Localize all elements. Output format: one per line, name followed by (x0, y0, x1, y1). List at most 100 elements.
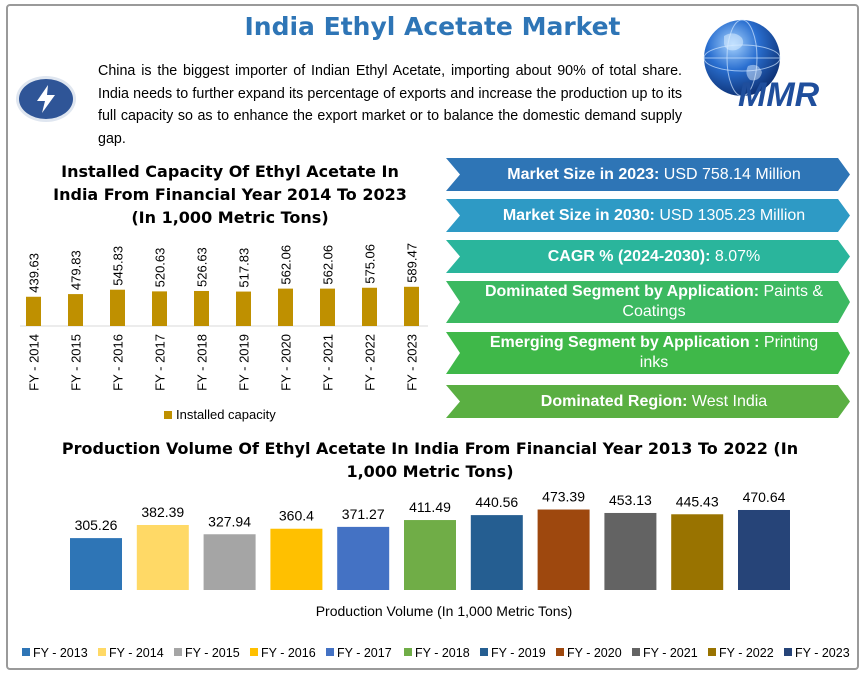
production-legend-swatch (708, 648, 716, 656)
stat-banner: Market Size in 2023: USD 758.14 Million (446, 158, 850, 191)
mmr-logo: MMR (696, 14, 828, 118)
production-legend-swatch (326, 648, 334, 656)
capacity-data-label: 526.63 (195, 247, 210, 287)
production-bar (203, 534, 256, 590)
stat-text: Dominated Segment by Application: Paints… (446, 282, 850, 322)
production-bar (470, 515, 523, 590)
arrow-banner-shape (446, 199, 850, 232)
stat-label: Market Size in 2023: (507, 165, 660, 183)
production-legend-label: FY - 2020 (567, 646, 622, 660)
production-legend-label: FY - 2016 (261, 646, 316, 660)
stat-value: Printing inks (639, 334, 819, 371)
production-legend-swatch (22, 648, 30, 656)
capacity-bar (278, 288, 293, 326)
production-chart: 305.26 382.39 327.94 360.4 371.27 411.49 440.5… (22, 490, 850, 660)
capacity-bar (320, 288, 335, 326)
stat-banner: CAGR % (2024-2030): 8.07% (446, 240, 850, 273)
capacity-bar (404, 286, 419, 326)
stat-text: CAGR % (2024-2030): 8.07% (518, 247, 779, 267)
production-axis-label: Production Volume (In 1,000 Metric Tons) (316, 603, 573, 619)
capacity-chart-title: Installed Capacity Of Ethyl Acetate In I… (53, 162, 407, 227)
capacity-data-label: 517.83 (237, 248, 252, 288)
production-bar (337, 526, 390, 590)
production-data-label: 440.56 (475, 494, 518, 510)
stat-text: Dominated Region: West India (511, 392, 785, 412)
capacity-bar (26, 296, 41, 326)
capacity-data-label: 545.83 (111, 246, 126, 286)
production-data-label: 382.39 (141, 504, 184, 520)
capacity-bar (362, 287, 377, 326)
production-bar (604, 512, 657, 590)
globe-icon (703, 19, 781, 97)
capacity-legend-label: Installed capacity (176, 407, 276, 422)
stat-value: Paints & Coatings (622, 283, 824, 320)
production-bar (738, 509, 790, 590)
capacity-bar (152, 291, 167, 326)
capacity-category-label: FY - 2017 (153, 334, 168, 391)
arrow-banner-shape (446, 281, 850, 323)
capacity-bar (194, 290, 209, 326)
capacity-data-label: 562.06 (279, 245, 294, 285)
production-legend-swatch (632, 648, 640, 656)
capacity-data-label: 479.83 (69, 250, 84, 290)
capacity-category-label: FY - 2021 (321, 334, 336, 391)
stat-label: CAGR % (2024-2030): (547, 247, 711, 265)
stat-text: Market Size in 2030: USD 1305.23 Million (473, 206, 823, 226)
capacity-category-label: FY - 2022 (363, 334, 378, 391)
production-legend-label: FY - 2019 (491, 646, 546, 660)
stat-text: Emerging Segment by Application : Printi… (446, 333, 850, 373)
capacity-category-label: FY - 2014 (27, 334, 42, 391)
production-data-label: 473.39 (542, 490, 585, 505)
page-title: India Ethyl Acetate Market (244, 12, 621, 41)
capacity-bar (236, 291, 251, 326)
production-bar (671, 514, 724, 590)
intro-paragraph: China is the biggest importer of Indian … (98, 63, 682, 147)
arrow-banner-shape (446, 385, 850, 418)
stat-value: 8.07% (710, 247, 761, 265)
capacity-data-label: 520.63 (153, 248, 168, 288)
stat-label: Emerging Segment by Application : (489, 334, 760, 351)
production-data-label: 371.27 (342, 506, 385, 522)
capacity-data-label: 575.06 (363, 244, 378, 284)
capacity-category-label: FY - 2015 (69, 334, 84, 391)
capacity-data-label: 589.47 (405, 243, 420, 283)
production-legend-swatch (784, 648, 792, 656)
capacity-category-label: FY - 2020 (279, 334, 294, 391)
capacity-bar (110, 289, 125, 326)
arrow-banner-shape (446, 158, 850, 191)
capacity-legend-swatch (164, 411, 172, 419)
logo-text: MMR (738, 76, 820, 114)
production-legend-label: FY - 2022 (719, 646, 774, 660)
production-legend-label: FY - 2018 (415, 646, 470, 660)
production-chart-title: Production Volume Of Ethyl Acetate In In… (61, 439, 799, 481)
arrow-banner-shape (446, 240, 850, 273)
production-data-label: 305.26 (75, 517, 118, 533)
production-data-label: 470.64 (743, 490, 786, 505)
capacity-category-label: FY - 2016 (111, 334, 126, 391)
capacity-data-label: 562.06 (321, 245, 336, 285)
production-bar (404, 520, 456, 590)
production-bar (537, 509, 590, 590)
stat-label: Dominated Segment by Application: (484, 283, 760, 300)
production-data-label: 327.94 (208, 513, 251, 529)
production-legend-label: FY - 2021 (643, 646, 698, 660)
production-bar (136, 524, 189, 590)
capacity-data-label: 439.63 (27, 253, 42, 293)
production-legend-label: FY - 2015 (185, 646, 240, 660)
production-legend-label: FY - 2014 (109, 646, 164, 660)
production-legend-swatch (404, 648, 412, 656)
capacity-chart: 439.63 FY - 2014 479.83 FY - 2015 545.83 FY -… (20, 243, 428, 422)
production-data-label: 445.43 (676, 493, 719, 509)
production-data-label: 453.13 (609, 492, 652, 508)
capacity-category-label: FY - 2023 (405, 334, 420, 391)
stat-banner: Dominated Region: West India (446, 385, 850, 418)
stat-banner: Emerging Segment by Application : Printi… (446, 332, 850, 374)
stat-label: Market Size in 2030: (502, 206, 655, 224)
capacity-category-label: FY - 2018 (195, 334, 210, 391)
stat-label: Dominated Region: (540, 392, 688, 410)
capacity-category-label: FY - 2019 (237, 334, 252, 391)
production-legend-label: FY - 2023 (795, 646, 850, 660)
stat-value: USD 758.14 Million (659, 165, 801, 183)
stat-banner: Dominated Segment by Application: Paints… (446, 281, 850, 323)
production-legend-swatch (174, 648, 182, 656)
